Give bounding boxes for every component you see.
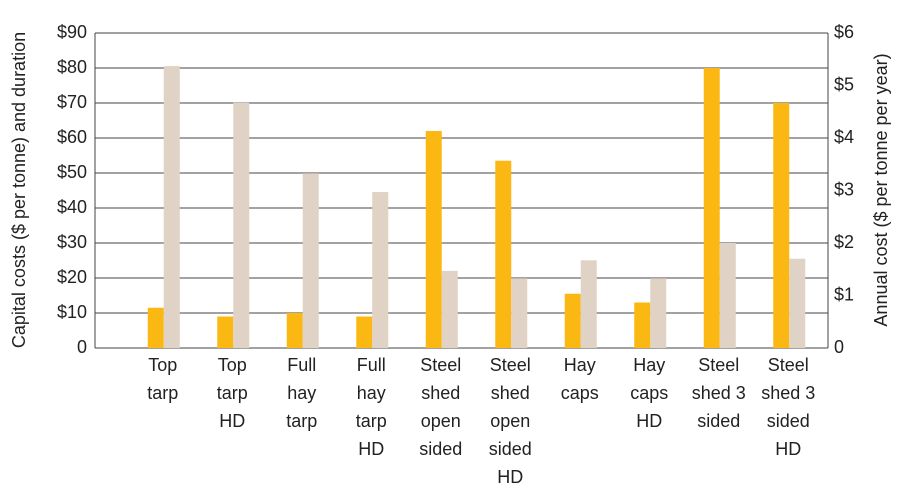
y2-axis-title: Annual cost ($ per tonne per year) bbox=[871, 53, 891, 326]
bar bbox=[789, 258, 806, 348]
bar bbox=[425, 131, 442, 348]
bar bbox=[495, 160, 512, 348]
x-tick-label: Full hay tarp HD bbox=[356, 355, 387, 459]
y-tick-label: 0 bbox=[77, 337, 87, 357]
bar bbox=[634, 302, 651, 348]
bar bbox=[286, 313, 303, 348]
x-tick-label: Top tarp HD bbox=[217, 355, 248, 431]
y2-tick-label: $3 bbox=[834, 179, 854, 199]
bar bbox=[233, 102, 250, 348]
y2-tick-label: $4 bbox=[834, 127, 854, 147]
bar bbox=[703, 68, 720, 348]
x-tick-label: Full hay tarp bbox=[286, 355, 317, 431]
bar bbox=[372, 192, 389, 348]
bar bbox=[719, 243, 736, 348]
bar bbox=[441, 270, 458, 348]
bar bbox=[773, 103, 790, 348]
y-tick-label: $30 bbox=[57, 232, 87, 252]
y2-tick-label: $1 bbox=[834, 284, 854, 304]
y2-tick-label: 0 bbox=[834, 337, 844, 357]
y2-tick-label: $5 bbox=[834, 74, 854, 94]
y-tick-label: $70 bbox=[57, 92, 87, 112]
bar bbox=[302, 173, 319, 348]
y-tick-label: $10 bbox=[57, 302, 87, 322]
bar bbox=[511, 278, 528, 348]
y-tick-label: $80 bbox=[57, 57, 87, 77]
x-tick-label: Steel shed 3 sided HD bbox=[761, 355, 815, 459]
bar bbox=[217, 316, 234, 348]
y-axis-title: Capital costs ($ per tonne) and duration bbox=[9, 32, 29, 348]
y-tick-label: $40 bbox=[57, 197, 87, 217]
y-tick-label: $20 bbox=[57, 267, 87, 287]
bar bbox=[356, 316, 373, 348]
y-tick-label: $50 bbox=[57, 162, 87, 182]
x-tick-label: Top tarp bbox=[147, 355, 178, 403]
y2-tick-label: $2 bbox=[834, 232, 854, 252]
x-tick-label: Steel shed open sided bbox=[419, 355, 462, 459]
x-tick-label: Hay caps bbox=[561, 355, 599, 403]
bar bbox=[650, 278, 667, 348]
y-tick-label: $60 bbox=[57, 127, 87, 147]
bar bbox=[163, 66, 180, 348]
x-tick-label: Steel shed open sided HD bbox=[489, 355, 532, 487]
bar bbox=[147, 307, 164, 348]
bar bbox=[564, 293, 581, 348]
x-tick-label: Hay caps HD bbox=[630, 355, 668, 431]
x-tick-label: Steel shed 3 sided bbox=[692, 355, 746, 431]
bar bbox=[580, 260, 597, 348]
y-tick-label: $90 bbox=[57, 22, 87, 42]
y2-tick-label: $6 bbox=[834, 22, 854, 42]
